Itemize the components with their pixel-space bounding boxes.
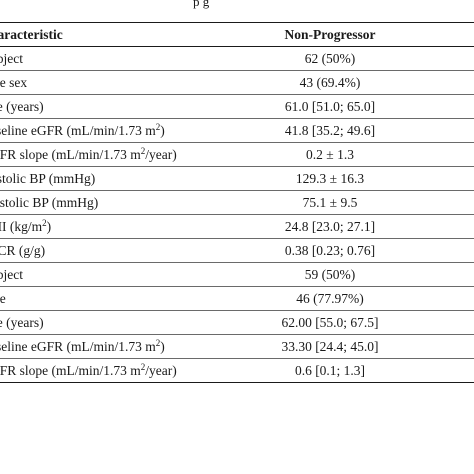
cell-characteristic: ystolic BP (mmHg)	[0, 166, 230, 191]
cell-characteristic: aseline eGFR (mL/min/1.73 m2)	[0, 334, 230, 359]
characteristic-superscript: 2	[140, 146, 146, 156]
table-header-row: haracteristic Non-Progressor Pr	[0, 22, 474, 47]
characteristic-text: GFR slope (mL/min/1.73 m	[0, 147, 141, 162]
cell-characteristic: ale	[0, 286, 230, 311]
characteristic-text: ge (years)	[0, 99, 44, 114]
characteristic-superscript: 2	[140, 362, 146, 372]
cell-non-progressor: 129.3 ± 16.3	[230, 166, 430, 191]
cell-non-progressor: 75.1 ± 9.5	[230, 190, 430, 215]
cell-progressor: −	[430, 142, 474, 167]
characteristic-superscript: 2	[155, 338, 161, 348]
characteristic-text: ale sex	[0, 75, 28, 90]
table-row: aseline eGFR (mL/min/1.73 m2) 33.30 [24.4…	[0, 334, 474, 359]
characteristic-text: iastolic BP (mmHg)	[0, 195, 99, 210]
cell-non-progressor: 41.8 [35.2; 49.6]	[230, 118, 430, 143]
cell-non-progressor: 0.6 [0.1; 1.3]	[230, 358, 430, 383]
table-row: PCR (g/g) 0.38 [0.23; 0.76]2.17	[0, 238, 474, 263]
cell-progressor: 24.8	[430, 214, 474, 239]
cell-progressor: 30.4	[430, 334, 474, 359]
cell-characteristic: ubject	[0, 262, 230, 287]
cell-characteristic: GFR slope (mL/min/1.73 m2/year)	[0, 358, 230, 383]
characteristic-suffix: )	[160, 339, 165, 354]
characteristic-text: aseline eGFR (mL/min/1.73 m	[0, 123, 156, 138]
cell-progressor: 42.2	[430, 118, 474, 143]
cell-progressor: 4	[430, 70, 474, 95]
cell-characteristic: MI (kg/m2)	[0, 214, 230, 239]
cell-non-progressor: 46 (77.97%)	[230, 286, 430, 311]
header-progressor: Pr	[430, 22, 474, 47]
characteristic-text: ale	[0, 291, 6, 306]
characteristic-text: ubject	[0, 267, 23, 282]
table-row: aseline eGFR (mL/min/1.73 m2) 41.8 [35.2;…	[0, 118, 474, 143]
table-row: iastolic BP (mmHg) 75.1 ± 9.57	[0, 190, 474, 215]
characteristic-suffix: )	[160, 123, 165, 138]
cell-characteristic: ge (years)	[0, 94, 230, 119]
cell-progressor: 2.17	[430, 238, 474, 263]
table-row: ge (years) 61.0 [51.0; 65.0]60.0	[0, 94, 474, 119]
characteristic-text: GFR slope (mL/min/1.73 m	[0, 363, 141, 378]
cell-progressor: 7	[430, 190, 474, 215]
characteristics-table: haracteristic Non-Progressor Pr ubject62…	[0, 22, 474, 383]
characteristic-text: ge (years)	[0, 315, 44, 330]
cell-non-progressor: 0.38 [0.23; 0.76]	[230, 238, 430, 263]
cell-progressor: 3	[430, 286, 474, 311]
cell-non-progressor: 59 (50%)	[230, 262, 430, 287]
cell-characteristic: ge (years)	[0, 310, 230, 335]
table-row: ubject 59 (50%)5	[0, 262, 474, 287]
table-row: GFR slope (mL/min/1.73 m2/year) 0.2 ± 1.3…	[0, 142, 474, 167]
cell-non-progressor: 62 (50%)	[230, 46, 430, 71]
table-caption-text: p g	[193, 0, 210, 9]
table-row: GFR slope (mL/min/1.73 m2/year) 0.6 [0.1;…	[0, 358, 474, 383]
header-non-progressor: Non-Progressor	[230, 22, 430, 47]
cell-non-progressor: 0.2 ± 1.3	[230, 142, 430, 167]
characteristic-text: PCR (g/g)	[0, 243, 46, 258]
table-row: ubject 62 (50%)6	[0, 46, 474, 71]
table-row: ale sex 43 (69.4%)4	[0, 70, 474, 95]
characteristic-text: aseline eGFR (mL/min/1.73 m	[0, 339, 156, 354]
characteristic-suffix: /year)	[145, 147, 177, 162]
characteristic-text: ystolic BP (mmHg)	[0, 171, 96, 186]
characteristic-suffix: /year)	[145, 363, 177, 378]
table-container: haracteristic Non-Progressor Pr ubject62…	[0, 22, 474, 452]
cell-non-progressor: 62.00 [55.0; 67.5]	[230, 310, 430, 335]
characteristic-text: MI (kg/m	[0, 219, 43, 234]
cell-non-progressor: 33.30 [24.4; 45.0]	[230, 334, 430, 359]
table-row: ystolic BP (mmHg) 129.3 ± 16.313	[0, 166, 474, 191]
characteristic-superscript: 2	[42, 218, 47, 228]
characteristic-text: ubject	[0, 51, 23, 66]
header-characteristic: haracteristic	[0, 22, 230, 47]
characteristic-superscript: 2	[155, 122, 161, 132]
cell-progressor: 13	[430, 166, 474, 191]
table-row: MI (kg/m2)24.8 [23.0; 27.1]24.8	[0, 214, 474, 239]
cell-characteristic: ubject	[0, 46, 230, 71]
cell-non-progressor: 24.8 [23.0; 27.1]	[230, 214, 430, 239]
cell-progressor: −1.5	[430, 358, 474, 383]
cell-characteristic: PCR (g/g)	[0, 238, 230, 263]
cell-progressor: 5	[430, 262, 474, 287]
characteristic-suffix: )	[46, 219, 52, 234]
cell-characteristic: ale sex	[0, 70, 230, 95]
table-caption: p g	[0, 0, 474, 9]
cell-non-progressor: 61.0 [51.0; 65.0]	[230, 94, 430, 119]
cell-characteristic: aseline eGFR (mL/min/1.73 m2)	[0, 118, 230, 143]
cell-progressor: 6	[430, 46, 474, 71]
cell-progressor: 60.0	[430, 94, 474, 119]
cell-progressor: 60.0	[430, 310, 474, 335]
cell-non-progressor: 43 (69.4%)	[230, 70, 430, 95]
table-row: ale 46 (77.97%)3	[0, 286, 474, 311]
table-row: ge (years) 62.00 [55.0; 67.5]60.0	[0, 310, 474, 335]
cell-characteristic: iastolic BP (mmHg)	[0, 190, 230, 215]
cell-characteristic: GFR slope (mL/min/1.73 m2/year)	[0, 142, 230, 167]
